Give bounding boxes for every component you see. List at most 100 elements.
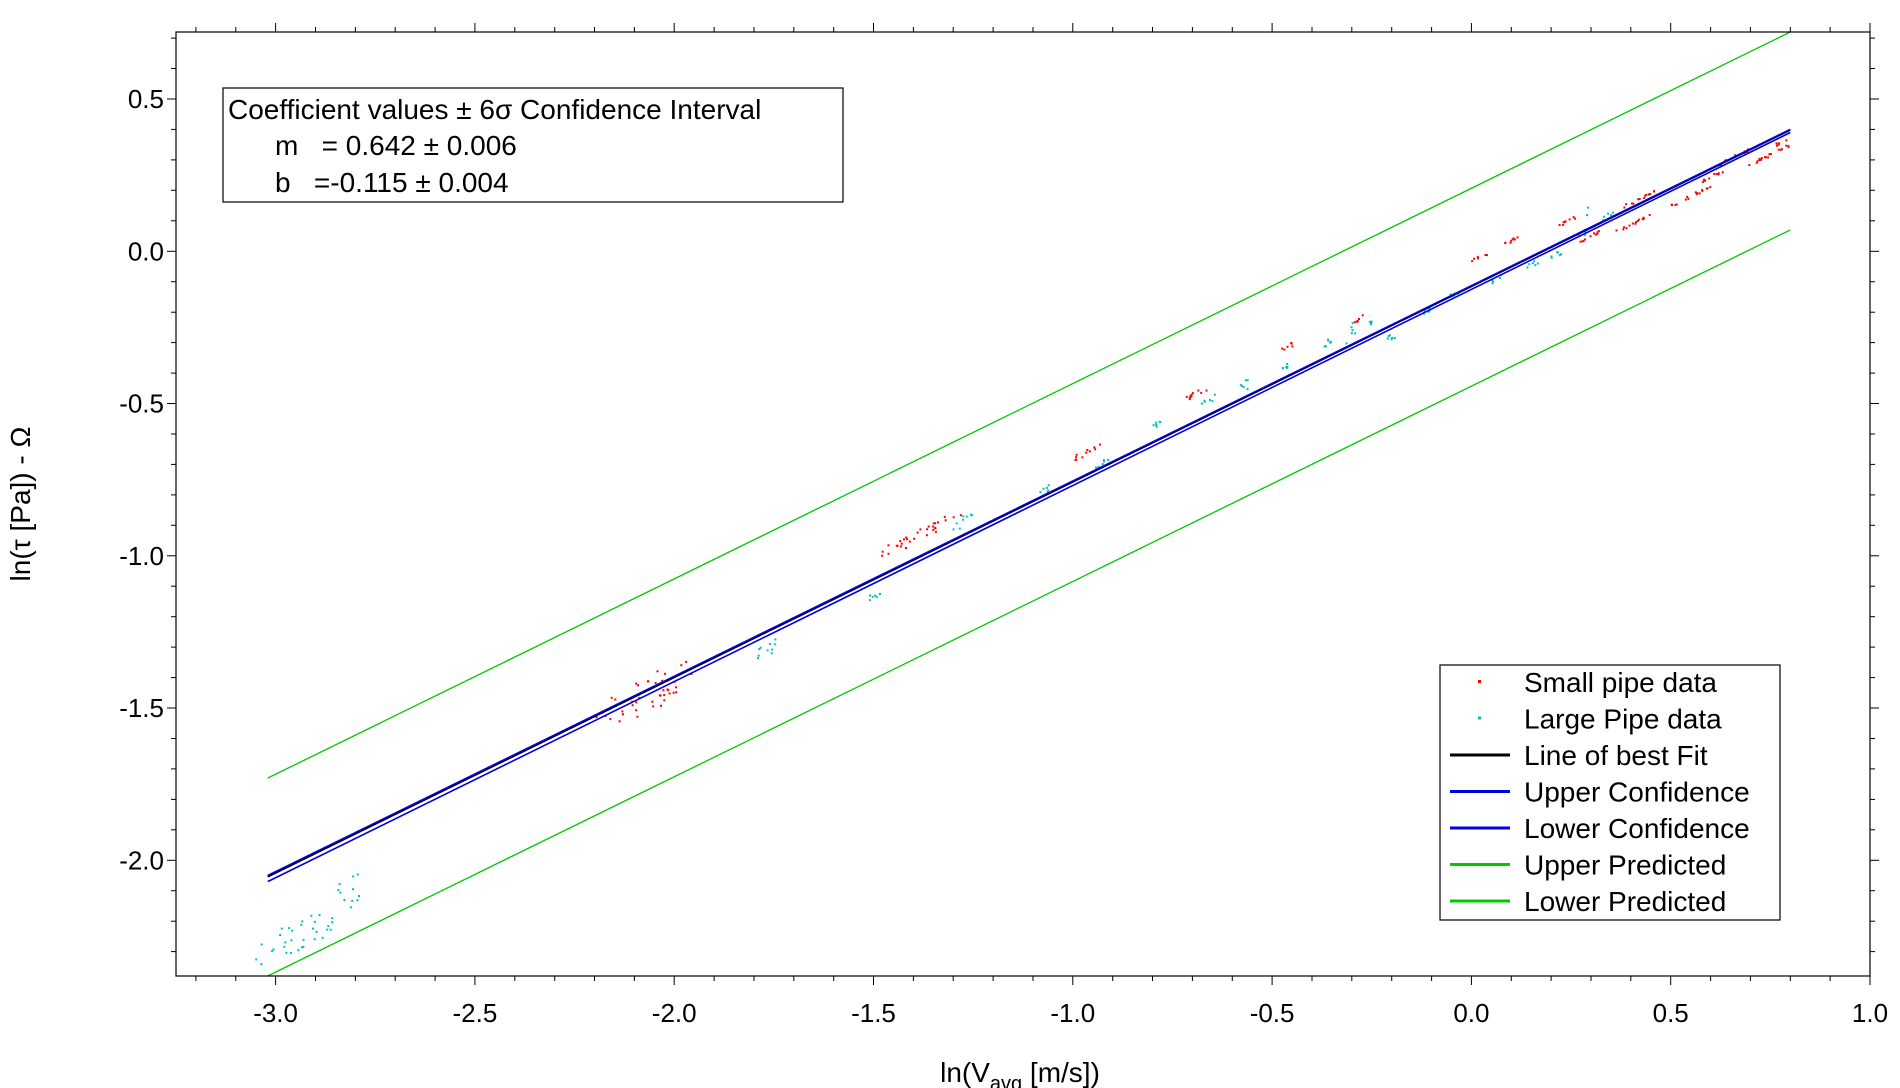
large-pipe-data-point (1607, 212, 1610, 215)
small-pipe-data-point (659, 694, 662, 697)
small-pipe-data-point (1704, 179, 1707, 182)
large-pipe-data-point (255, 958, 258, 961)
small-pipe-data-point (916, 531, 919, 534)
large-pipe-data-point (757, 654, 760, 657)
small-pipe-data-point (1785, 144, 1788, 147)
large-pipe-data-point (962, 518, 965, 521)
small-pipe-data-point (1644, 194, 1647, 196)
small-pipe-data-point (952, 516, 955, 519)
coefficient-box-title: Coefficient values ± 6σ Confidence Inter… (228, 94, 761, 125)
small-pipe-data-point (663, 699, 666, 702)
small-pipe-data-point (610, 696, 613, 699)
large-pipe-data-point (1584, 233, 1587, 236)
small-pipe-data-point (1701, 190, 1704, 193)
large-pipe-data-point (774, 638, 777, 641)
large-pipe-data-point (313, 938, 316, 941)
large-pipe-data-point (1159, 421, 1162, 424)
small-pipe-data-point (1200, 391, 1203, 394)
small-pipe-data-point (637, 684, 639, 687)
large-pipe-data-point (1612, 211, 1615, 214)
small-pipe-data-point (1674, 203, 1677, 206)
large-pipe-data-point (875, 596, 878, 599)
small-pipe-data-point (1476, 255, 1479, 258)
small-pipe-data-point (1778, 142, 1780, 145)
large-pipe-data-point (352, 875, 355, 878)
large-pipe-data-point (1155, 421, 1157, 424)
small-pipe-data-point (1777, 148, 1780, 151)
large-pipe-data-point (358, 895, 360, 897)
small-pipe-data-point (1094, 448, 1097, 451)
large-pipe-data-point (338, 883, 341, 886)
small-pipe-data-point (1776, 144, 1778, 147)
small-pipe-data-point (1780, 148, 1783, 151)
large-pipe-data-point (260, 943, 263, 946)
small-pipe-data-point (663, 694, 666, 697)
y-tick-labels: -2.0 -1.5 -1.0 -0.5 0.0 0.5 (119, 84, 164, 875)
legend-label-upper-confidence: Upper Confidence (1524, 777, 1750, 808)
small-pipe-data-point (1356, 320, 1359, 322)
small-pipe-data-point (595, 716, 598, 719)
small-pipe-data-point (934, 530, 937, 533)
small-pipe-data-point (1582, 240, 1585, 243)
legend-label-small-pipe-data: Small pipe data (1524, 667, 1717, 698)
large-pipe-data-point (310, 914, 313, 917)
small-pipe-data-point (1701, 180, 1704, 183)
lower-confidence-line (267, 131, 1791, 883)
large-pipe-data-point (1097, 465, 1100, 468)
large-pipe-data-point (1386, 337, 1389, 340)
x-tick-label: -2.0 (652, 998, 697, 1028)
small-pipe-data-point (1579, 240, 1582, 243)
coefficient-box-frame (222, 87, 844, 203)
large-pipe-data-point (766, 649, 769, 652)
large-pipe-data-point (1423, 310, 1426, 313)
large-pipe-data-point (272, 948, 275, 951)
small-pipe-data-point (906, 538, 909, 541)
small-pipe-data-point (622, 713, 624, 716)
large-pipe-data-point (1528, 263, 1531, 266)
large-pipe-data-point (290, 951, 292, 954)
large-pipe-data-point (1603, 215, 1605, 218)
small-pipe-data-point (1511, 238, 1514, 241)
coefficient-b: b =-0.115 ± 0.004 (275, 167, 509, 198)
small-pipe-data-point (887, 544, 890, 547)
plot-area (255, 32, 1791, 976)
small-pipe-data-point (1562, 221, 1565, 224)
large-pipe-data-point (874, 594, 877, 597)
large-pipe-data-point (1536, 262, 1539, 265)
small-pipe-data-point (609, 718, 612, 721)
lower-predicted-line (267, 229, 1791, 976)
small-pipe-data-point (1755, 161, 1758, 164)
large-pipe-data-point (1323, 345, 1326, 348)
small-pipe-data-point (932, 525, 935, 528)
small-pipe-data-point (1777, 143, 1780, 146)
large-pipe-data-point (337, 889, 340, 892)
large-pipe-data-point (312, 927, 314, 930)
small-pipe-data-point (1760, 157, 1763, 160)
large-pipe-data-point (1047, 489, 1050, 492)
large-pipe-data-point (878, 593, 881, 595)
large-pipe-data-point (1560, 253, 1563, 256)
small-pipe-data-point (1473, 257, 1476, 260)
large-pipe-data-point (965, 515, 968, 518)
small-pipe-data-point (651, 700, 654, 703)
small-pipe-data-point (1185, 395, 1188, 398)
small-pipe-data-point (1675, 203, 1678, 206)
small-pipe-data-point (1641, 218, 1644, 221)
coefficient-box: Coefficient values ± 6σ Confidence Inter… (222, 87, 844, 203)
large-pipe-data-point (1534, 264, 1537, 267)
legend-swatch-large-pipe-data (1478, 716, 1481, 720)
large-pipe-data-point (1491, 282, 1494, 285)
large-pipe-data-point (1324, 345, 1327, 348)
small-pipe-data-point (1785, 139, 1788, 142)
large-pipe-data-point (260, 963, 263, 966)
small-pipe-data-point (1361, 314, 1364, 317)
small-pipe-data-point (1767, 156, 1770, 159)
x-tick-labels: -3.0 -2.5 -2.0 -1.5 -1.0 -0.5 0.0 0.5 1.0 (253, 998, 1888, 1028)
small-pipe-data-point (1734, 154, 1737, 157)
small-pipe-data-point (1706, 187, 1709, 190)
small-pipe-data-point (1075, 458, 1078, 461)
small-pipe-data-point (1291, 345, 1294, 348)
large-pipe-data-point (331, 917, 334, 920)
small-pipe-data-point (1562, 223, 1565, 226)
small-pipe-data-point (1358, 318, 1360, 320)
